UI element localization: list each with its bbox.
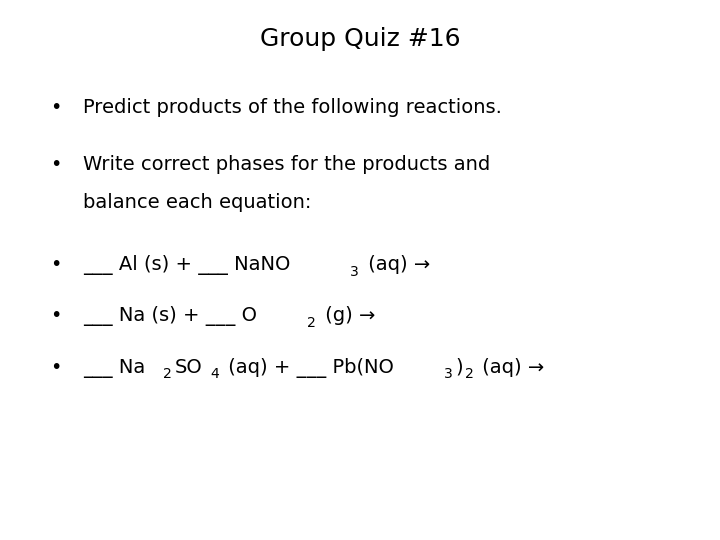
Text: (aq) + ___ Pb(NO: (aq) + ___ Pb(NO	[222, 357, 394, 377]
Text: ___ Na: ___ Na	[83, 359, 145, 377]
Text: 3: 3	[444, 367, 452, 381]
Text: Write correct phases for the products and: Write correct phases for the products an…	[83, 155, 490, 174]
Text: •: •	[50, 155, 62, 174]
Text: Predict products of the following reactions.: Predict products of the following reacti…	[83, 98, 502, 117]
Text: 2: 2	[307, 316, 316, 330]
Text: 2: 2	[465, 367, 474, 381]
Text: 3: 3	[351, 265, 359, 279]
Text: 4: 4	[210, 367, 220, 381]
Text: •: •	[50, 357, 62, 376]
Text: balance each equation:: balance each equation:	[83, 193, 311, 212]
Text: ___ Al (s) + ___ NaNO: ___ Al (s) + ___ NaNO	[83, 255, 290, 275]
Text: SO: SO	[174, 357, 202, 376]
Text: (aq) →: (aq) →	[362, 255, 430, 274]
Text: •: •	[50, 306, 62, 325]
Text: (aq) →: (aq) →	[477, 357, 544, 376]
Text: Group Quiz #16: Group Quiz #16	[260, 27, 460, 51]
Text: (g) →: (g) →	[319, 306, 375, 325]
Text: 2: 2	[163, 367, 172, 381]
Text: •: •	[50, 255, 62, 274]
Text: ___ Na (s) + ___ O: ___ Na (s) + ___ O	[83, 306, 257, 326]
Text: •: •	[50, 98, 62, 117]
Text: ): )	[455, 357, 463, 376]
